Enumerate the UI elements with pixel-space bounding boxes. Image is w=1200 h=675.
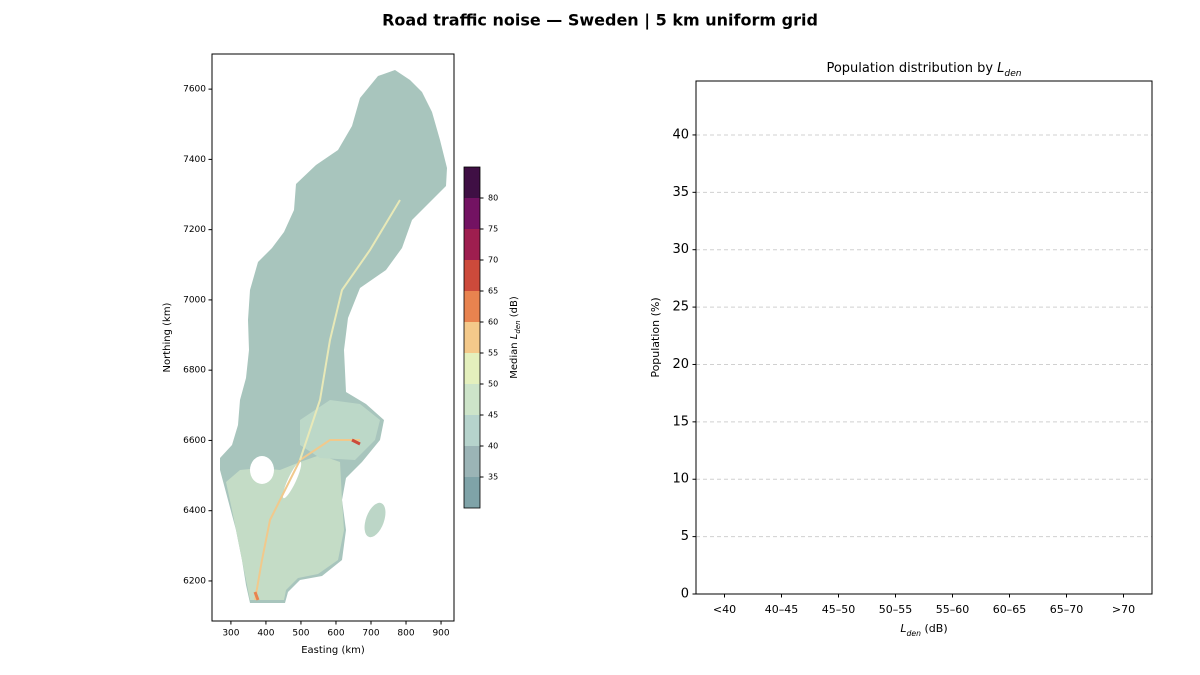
y-tick-label: 0 (681, 587, 689, 602)
lake (250, 456, 274, 484)
road-cells (254, 439, 360, 601)
colorbar-tick-label: 60 (488, 318, 498, 327)
colorbar-band (464, 353, 480, 384)
colorbar-tick-label: 55 (488, 349, 498, 358)
y-tick-label: 6600 (183, 436, 206, 446)
x-tick-label: 50–55 (879, 603, 913, 616)
y-tick-label: 35 (672, 185, 689, 200)
y-tick-label: 20 (672, 357, 689, 372)
x-axis-label: Lden (dB) (900, 622, 947, 638)
y-tick-label: 6800 (183, 366, 206, 376)
colorbar-band (464, 291, 480, 322)
label-part: L (997, 61, 1004, 76)
label-part: den (907, 629, 922, 638)
colorbar-tick-label: 65 (488, 287, 498, 296)
label-part: den (514, 320, 522, 333)
colorbar-tick-label: 80 (488, 194, 498, 203)
axes-frame (211, 53, 455, 622)
x-tick-label: 800 (397, 629, 414, 639)
label-part: Population distribution by (826, 61, 997, 76)
land-cells-lowland (226, 455, 344, 600)
y-tick-label: 10 (672, 472, 689, 487)
colorbar-tick-label: 45 (488, 411, 498, 420)
colorbar-band (464, 322, 480, 353)
label-part: L (509, 334, 520, 340)
y-tick-label: 6400 (183, 506, 206, 516)
label-part: (dB) (509, 296, 520, 320)
island-cells (364, 502, 386, 538)
y-tick-label: 6200 (183, 576, 206, 586)
y-axis-label: Northing (km) (162, 302, 173, 372)
y-tick-label: 7600 (183, 85, 206, 95)
chart-title: Population distribution by Lden (826, 61, 1021, 79)
x-axis-label: Easting (km) (301, 645, 365, 656)
x-tick-label: 60–65 (993, 603, 1027, 616)
colorbar-label: Median Lden (dB) (509, 296, 522, 379)
x-tick-label: 65–70 (1050, 603, 1084, 616)
colorbar-tick-label: 35 (488, 473, 498, 482)
x-tick-label: 400 (257, 629, 274, 639)
colorbar-band (464, 260, 480, 291)
colorbar-frame (463, 166, 481, 509)
y-tick-label: 5 (681, 529, 689, 544)
sweden-raster (220, 70, 447, 603)
colorbar-tick-label: 75 (488, 225, 498, 234)
x-tick-label: 40–45 (765, 603, 799, 616)
x-tick-label: 45–50 (822, 603, 856, 616)
x-tick-label: 55–60 (936, 603, 970, 616)
colorbar-tick-label: 40 (488, 442, 498, 451)
colorbar-tick-label: 70 (488, 256, 498, 265)
road-cells (299, 199, 401, 461)
y-tick-label: 7200 (183, 225, 206, 235)
road-cells (253, 591, 260, 601)
y-tick-label: 7000 (183, 295, 206, 305)
y-axis-label: Population (%) (649, 297, 662, 377)
colorbar-band (464, 384, 480, 415)
colorbar-band (464, 415, 480, 446)
colorbar-band (464, 477, 480, 508)
colorbar-band (464, 198, 480, 229)
label-part: L (900, 622, 906, 635)
y-tick-label: 15 (672, 414, 689, 429)
x-tick-label: 600 (327, 629, 344, 639)
x-tick-label: >70 (1112, 603, 1135, 616)
colorbar-tick-label: 50 (488, 380, 498, 389)
land-cells-east (300, 400, 380, 460)
road-cells (351, 438, 361, 446)
x-tick-label: 500 (292, 629, 309, 639)
colorbar-band (464, 229, 480, 260)
label-part: Median (509, 339, 520, 379)
y-tick-label: 25 (672, 300, 689, 315)
x-tick-label: 900 (432, 629, 449, 639)
y-tick-label: 30 (672, 242, 689, 257)
figure-title: Road traffic noise — Sweden | 5 km unifo… (382, 11, 818, 31)
y-tick-label: 7400 (183, 155, 206, 165)
label-part: (dB) (921, 622, 948, 635)
axes-frame (695, 80, 1153, 595)
lake (282, 461, 302, 499)
colorbar-band (464, 167, 480, 198)
x-tick-label: <40 (713, 603, 736, 616)
y-tick-label: 40 (672, 127, 689, 142)
label-part: den (1004, 69, 1021, 79)
colorbar-band (464, 446, 480, 477)
x-tick-label: 700 (362, 629, 379, 639)
x-tick-label: 300 (222, 629, 239, 639)
